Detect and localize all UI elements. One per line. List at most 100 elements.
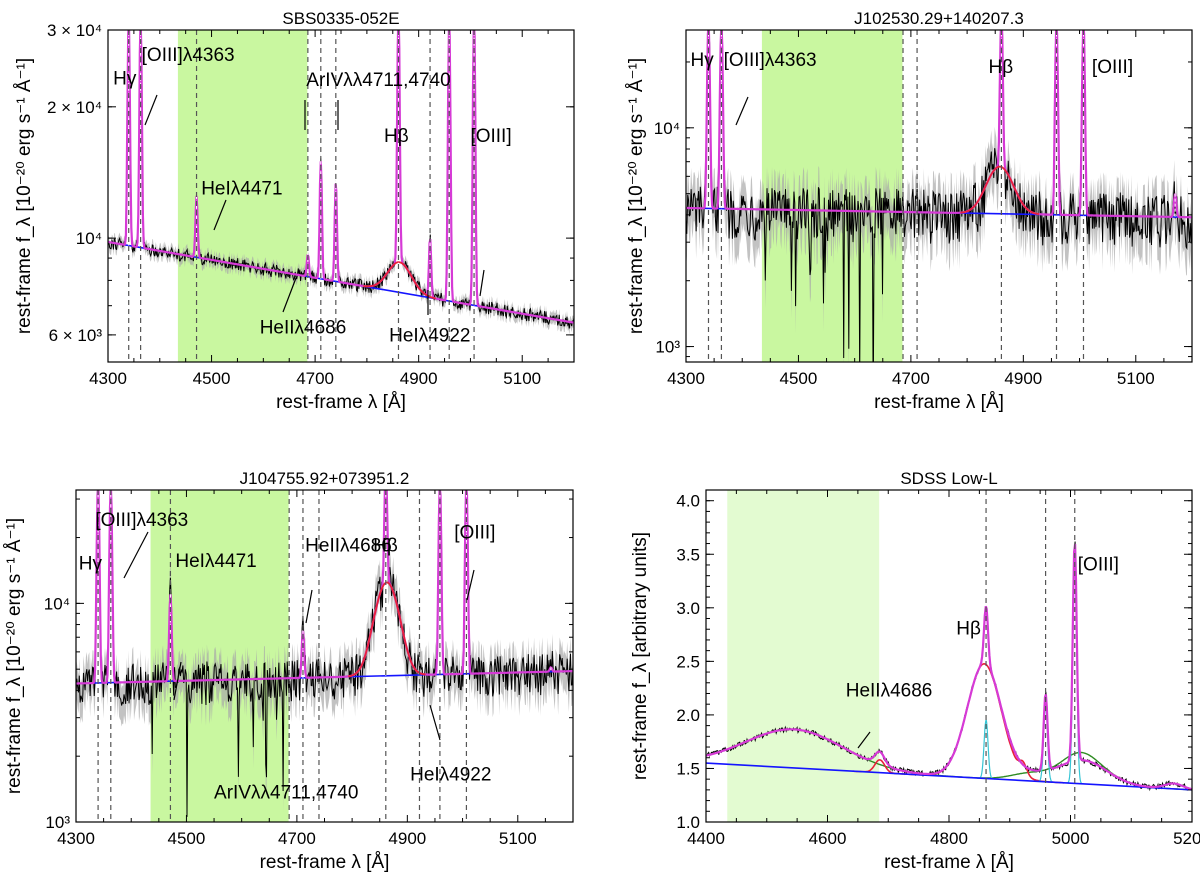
plot-area: [706, 490, 1192, 822]
x-tick-label-4: 5100: [503, 369, 541, 388]
x-tick-label-4: 5100: [1117, 369, 1155, 388]
y-tick-label-2: 2.0: [676, 706, 700, 725]
x-tick-label-0: 4300: [57, 829, 95, 848]
y-tick-label-1: 10⁴: [654, 119, 680, 138]
y-tick-label-6: 4.0: [676, 492, 700, 511]
panel-sdss-low-l: 4400 4600 4800 5000 5200 1.0 1.5 2.0 2.5 3.0 3.5 4.…: [630, 469, 1200, 873]
y-axis-label: rest-frame f_λ [10⁻²⁰ erg s⁻¹ Å⁻¹]: [14, 58, 35, 334]
panel-j102530: 4300 4500 4700 4900 5100 10³ 10⁴ J102530.29+140…: [626, 9, 1193, 413]
y-tick-label-0: 10³: [655, 338, 680, 357]
x-tick-label-3: 4900: [400, 369, 438, 388]
annotation-0: Hγ: [113, 68, 137, 89]
annotation-6: HeIλ4922: [410, 764, 491, 785]
x-tick-label-2: 4700: [278, 829, 316, 848]
plot-area: [686, 30, 1192, 362]
masked-region-band: [177, 30, 308, 362]
plot-area: [76, 490, 573, 822]
annotation-7: ArIVλλ4711,4740: [214, 783, 358, 804]
y-axis-label: rest-frame f_λ [10⁻²⁰ erg s⁻¹ Å⁻¹]: [4, 518, 25, 794]
panel-title: SBS0335-052E: [282, 9, 399, 28]
annotation-1: [OIII]λ4363: [724, 50, 817, 71]
observed-spectrum: [686, 30, 1192, 362]
error-band: [76, 490, 573, 822]
annotation-0: HeIIλ4686: [846, 681, 933, 702]
x-tick-label-1: 4500: [193, 369, 231, 388]
annotation-leader-9: [173, 661, 182, 701]
x-tick-label-0: 4300: [667, 369, 705, 388]
x-axis-label: rest-frame λ [Å]: [276, 392, 406, 413]
x-tick-label-0: 4400: [687, 829, 725, 848]
annotation-1: [OIII]λ4363: [95, 510, 188, 531]
annotation-leader-0: [144, 94, 158, 126]
panel-sbs0335: 4300 4500 4700 4900 5100 6 × 10³ 10⁴ 2 × 10⁴ 3 ×…: [14, 9, 575, 413]
annotation-leader-1: [213, 199, 227, 231]
annotation-2: HeIλ4471: [201, 178, 282, 199]
y-axis-label: rest-frame f_λ [10⁻²⁰ erg s⁻¹ Å⁻¹]: [626, 58, 647, 334]
broad-model-red: [960, 165, 1040, 215]
annotation-6: HeIIλ4686: [260, 317, 347, 338]
y-tick-label-2: 2 × 10⁴: [47, 98, 102, 117]
total-model: [686, 30, 1192, 219]
x-tick-label-2: 4800: [930, 829, 968, 848]
y-tick-label-0: 10³: [45, 813, 70, 832]
annotation-4: Hβ: [373, 535, 398, 556]
y-tick-label-5: 3.5: [676, 545, 700, 564]
annotation-5: [OIII]: [454, 523, 495, 544]
panel-title: SDSS Low-L: [900, 469, 997, 488]
y-tick-label-0: 6 × 10³: [49, 326, 103, 345]
annotation-leader-4: [282, 277, 297, 313]
y-tick-label-1: 10⁴: [44, 594, 70, 613]
x-tick-label-4: 5100: [499, 829, 537, 848]
annotation-3: ArIVλλ4711,4740: [306, 70, 450, 91]
broad-model-red: [348, 581, 426, 678]
y-tick-label-0: 1.0: [676, 813, 700, 832]
annotation-0: Hγ: [79, 553, 103, 574]
annotation-2: [OIII]: [1078, 554, 1119, 575]
y-tick-label-4: 3.0: [676, 599, 700, 618]
x-tick-label-1: 4500: [168, 829, 206, 848]
annotation-7: HeIλ4922: [389, 325, 470, 346]
y-tick-label-3: 2.5: [676, 652, 700, 671]
y-tick-label-1: 1.5: [676, 759, 700, 778]
plot-area: [108, 30, 574, 362]
total-model: [108, 30, 574, 324]
masked-region-band: [727, 490, 880, 822]
x-tick-label-3: 4900: [388, 829, 426, 848]
x-tick-label-1: 4500: [780, 369, 818, 388]
annotation-leader-10: [305, 589, 313, 624]
panel-title: J102530.29+140207.3: [854, 9, 1024, 28]
x-axis-label: rest-frame λ [Å]: [874, 392, 1004, 413]
y-axis-label: rest-frame f_λ [arbitrary units]: [630, 532, 651, 780]
annotation-4: Hβ: [384, 126, 409, 147]
x-tick-label-0: 4300: [89, 369, 127, 388]
y-tick-label-1: 10⁴: [76, 229, 102, 248]
total-model: [706, 543, 1192, 791]
annotation-1: [OIII]λ4363: [142, 45, 235, 66]
x-tick-label-1: 4600: [809, 829, 847, 848]
x-tick-label-3: 5000: [1052, 829, 1090, 848]
annotation-2: Hβ: [988, 57, 1013, 78]
annotation-3: HeIIλ4686: [305, 535, 392, 556]
y-tick-label-3: 3 × 10⁴: [47, 21, 102, 40]
annotation-0: Hγ: [690, 50, 714, 71]
panel-j104755: 4300 4500 4700 4900 5100 10³ 10⁴ J104755.92+073…: [4, 469, 574, 873]
broad-model-red: [363, 261, 436, 300]
x-tick-label-2: 4700: [892, 369, 930, 388]
annotation-leader-7: [735, 96, 749, 126]
annotation-5: [OIII]: [470, 126, 511, 147]
annotation-1: Hβ: [956, 619, 981, 640]
x-axis-label: rest-frame λ [Å]: [884, 852, 1014, 873]
panel-title: J104755.92+073951.2: [240, 469, 410, 488]
annotation-leader-11: [466, 569, 475, 601]
x-axis-label: rest-frame λ [Å]: [260, 852, 390, 873]
annotation-leader-8: [123, 531, 149, 579]
annotation-leader-6: [479, 269, 485, 297]
total-model: [76, 490, 573, 685]
annotation-leader-12: [429, 704, 441, 741]
error-band: [108, 30, 574, 335]
x-tick-label-2: 4700: [296, 369, 334, 388]
x-tick-label-4: 5200: [1173, 829, 1200, 848]
annotation-leader-13: [857, 731, 871, 749]
annotation-2: HeIλ4471: [175, 551, 256, 572]
